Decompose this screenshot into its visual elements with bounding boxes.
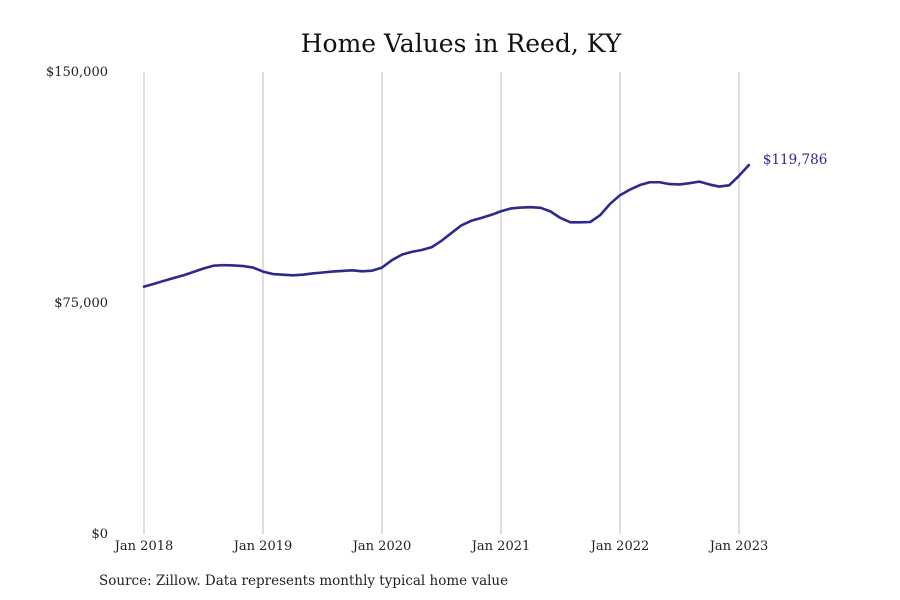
y-axis-ticks: $0 $75,000 $150,000 (46, 65, 108, 542)
y-tick-label: $0 (91, 527, 108, 542)
chart-title: Home Values in Reed, KY (301, 29, 622, 58)
grid-lines (143, 72, 740, 534)
x-tick-label: Jan 2023 (708, 539, 769, 554)
series-line-0 (142, 163, 751, 288)
x-axis-ticks: Jan 2018 Jan 2019 Jan 2020 Jan 2021 Jan 2022… (113, 539, 769, 554)
series-layer: $119,786 (142, 152, 827, 288)
y-tick-label: $150,000 (46, 65, 108, 80)
series-end-label: $119,786 (763, 152, 827, 168)
y-tick-label: $75,000 (54, 296, 108, 311)
x-tick-label: Jan 2018 (113, 539, 174, 554)
x-tick-label: Jan 2019 (232, 539, 293, 554)
x-tick-label: Jan 2021 (470, 539, 531, 554)
source-note: Source: Zillow. Data represents monthly … (99, 573, 508, 589)
x-tick-label: Jan 2020 (351, 539, 412, 554)
x-tick-label: Jan 2022 (589, 539, 650, 554)
